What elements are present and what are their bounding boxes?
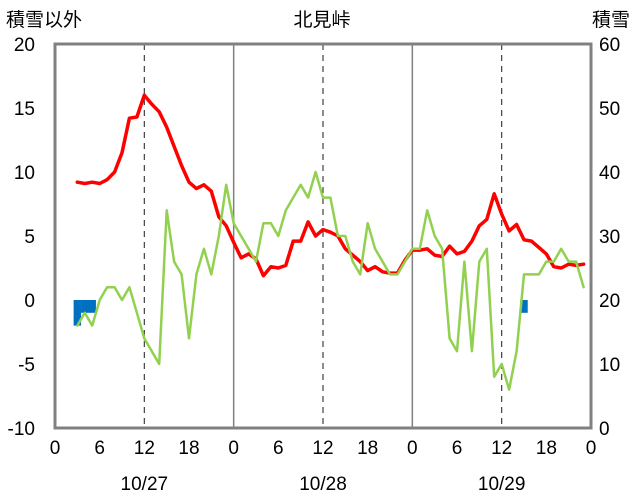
x-tick-label: 0 [228, 438, 239, 459]
date-label: 10/28 [299, 474, 347, 495]
x-tick-label: 0 [50, 438, 61, 459]
right-tick-label: 30 [599, 227, 620, 248]
right-tick-label: 40 [599, 163, 620, 184]
x-tick-label: 0 [586, 438, 597, 459]
left-tick-label: 5 [24, 227, 35, 248]
left-tick-label: 15 [14, 99, 35, 120]
plot-frame [53, 42, 593, 430]
right-tick-label: 10 [599, 355, 620, 376]
left-tick-label: -10 [8, 419, 35, 440]
x-tick-label: 12 [491, 438, 512, 459]
x-tick-label: 0 [407, 438, 418, 459]
series-layer [75, 93, 586, 430]
right-tick-label: 50 [599, 99, 620, 120]
right-tick-label: 20 [599, 291, 620, 312]
x-tick-label: 12 [312, 438, 333, 459]
x-tick-label: 6 [452, 438, 463, 459]
right-tick-label: 60 [599, 35, 620, 56]
chart-title: 北見峠 [293, 9, 350, 31]
x-tick-label: 18 [536, 438, 557, 459]
series-line-0 [75, 93, 586, 278]
bar-3 [520, 300, 528, 313]
x-tick-label: 6 [94, 438, 105, 459]
grid-layer [143, 44, 503, 428]
bar-0 [73, 300, 82, 326]
left-tick-label: 10 [14, 163, 35, 184]
date-label: 10/27 [121, 474, 169, 495]
right-axis-label: 積雪 [592, 9, 630, 31]
bar-2 [88, 300, 96, 313]
x-tick-label: 18 [357, 438, 378, 459]
series-line-1 [76, 170, 585, 391]
bars-layer [73, 300, 528, 326]
date-label: 10/29 [478, 474, 526, 495]
left-axis-label: 積雪以外 [6, 9, 82, 31]
bar-1 [81, 300, 89, 313]
left-tick-label: 0 [24, 291, 35, 312]
x-tick-label: 18 [178, 438, 199, 459]
x-tick-label: 6 [273, 438, 284, 459]
left-tick-label: -5 [18, 355, 35, 376]
x-tick-label: 12 [134, 438, 155, 459]
left-tick-label: 20 [14, 35, 35, 56]
right-tick-label: 0 [599, 419, 610, 440]
